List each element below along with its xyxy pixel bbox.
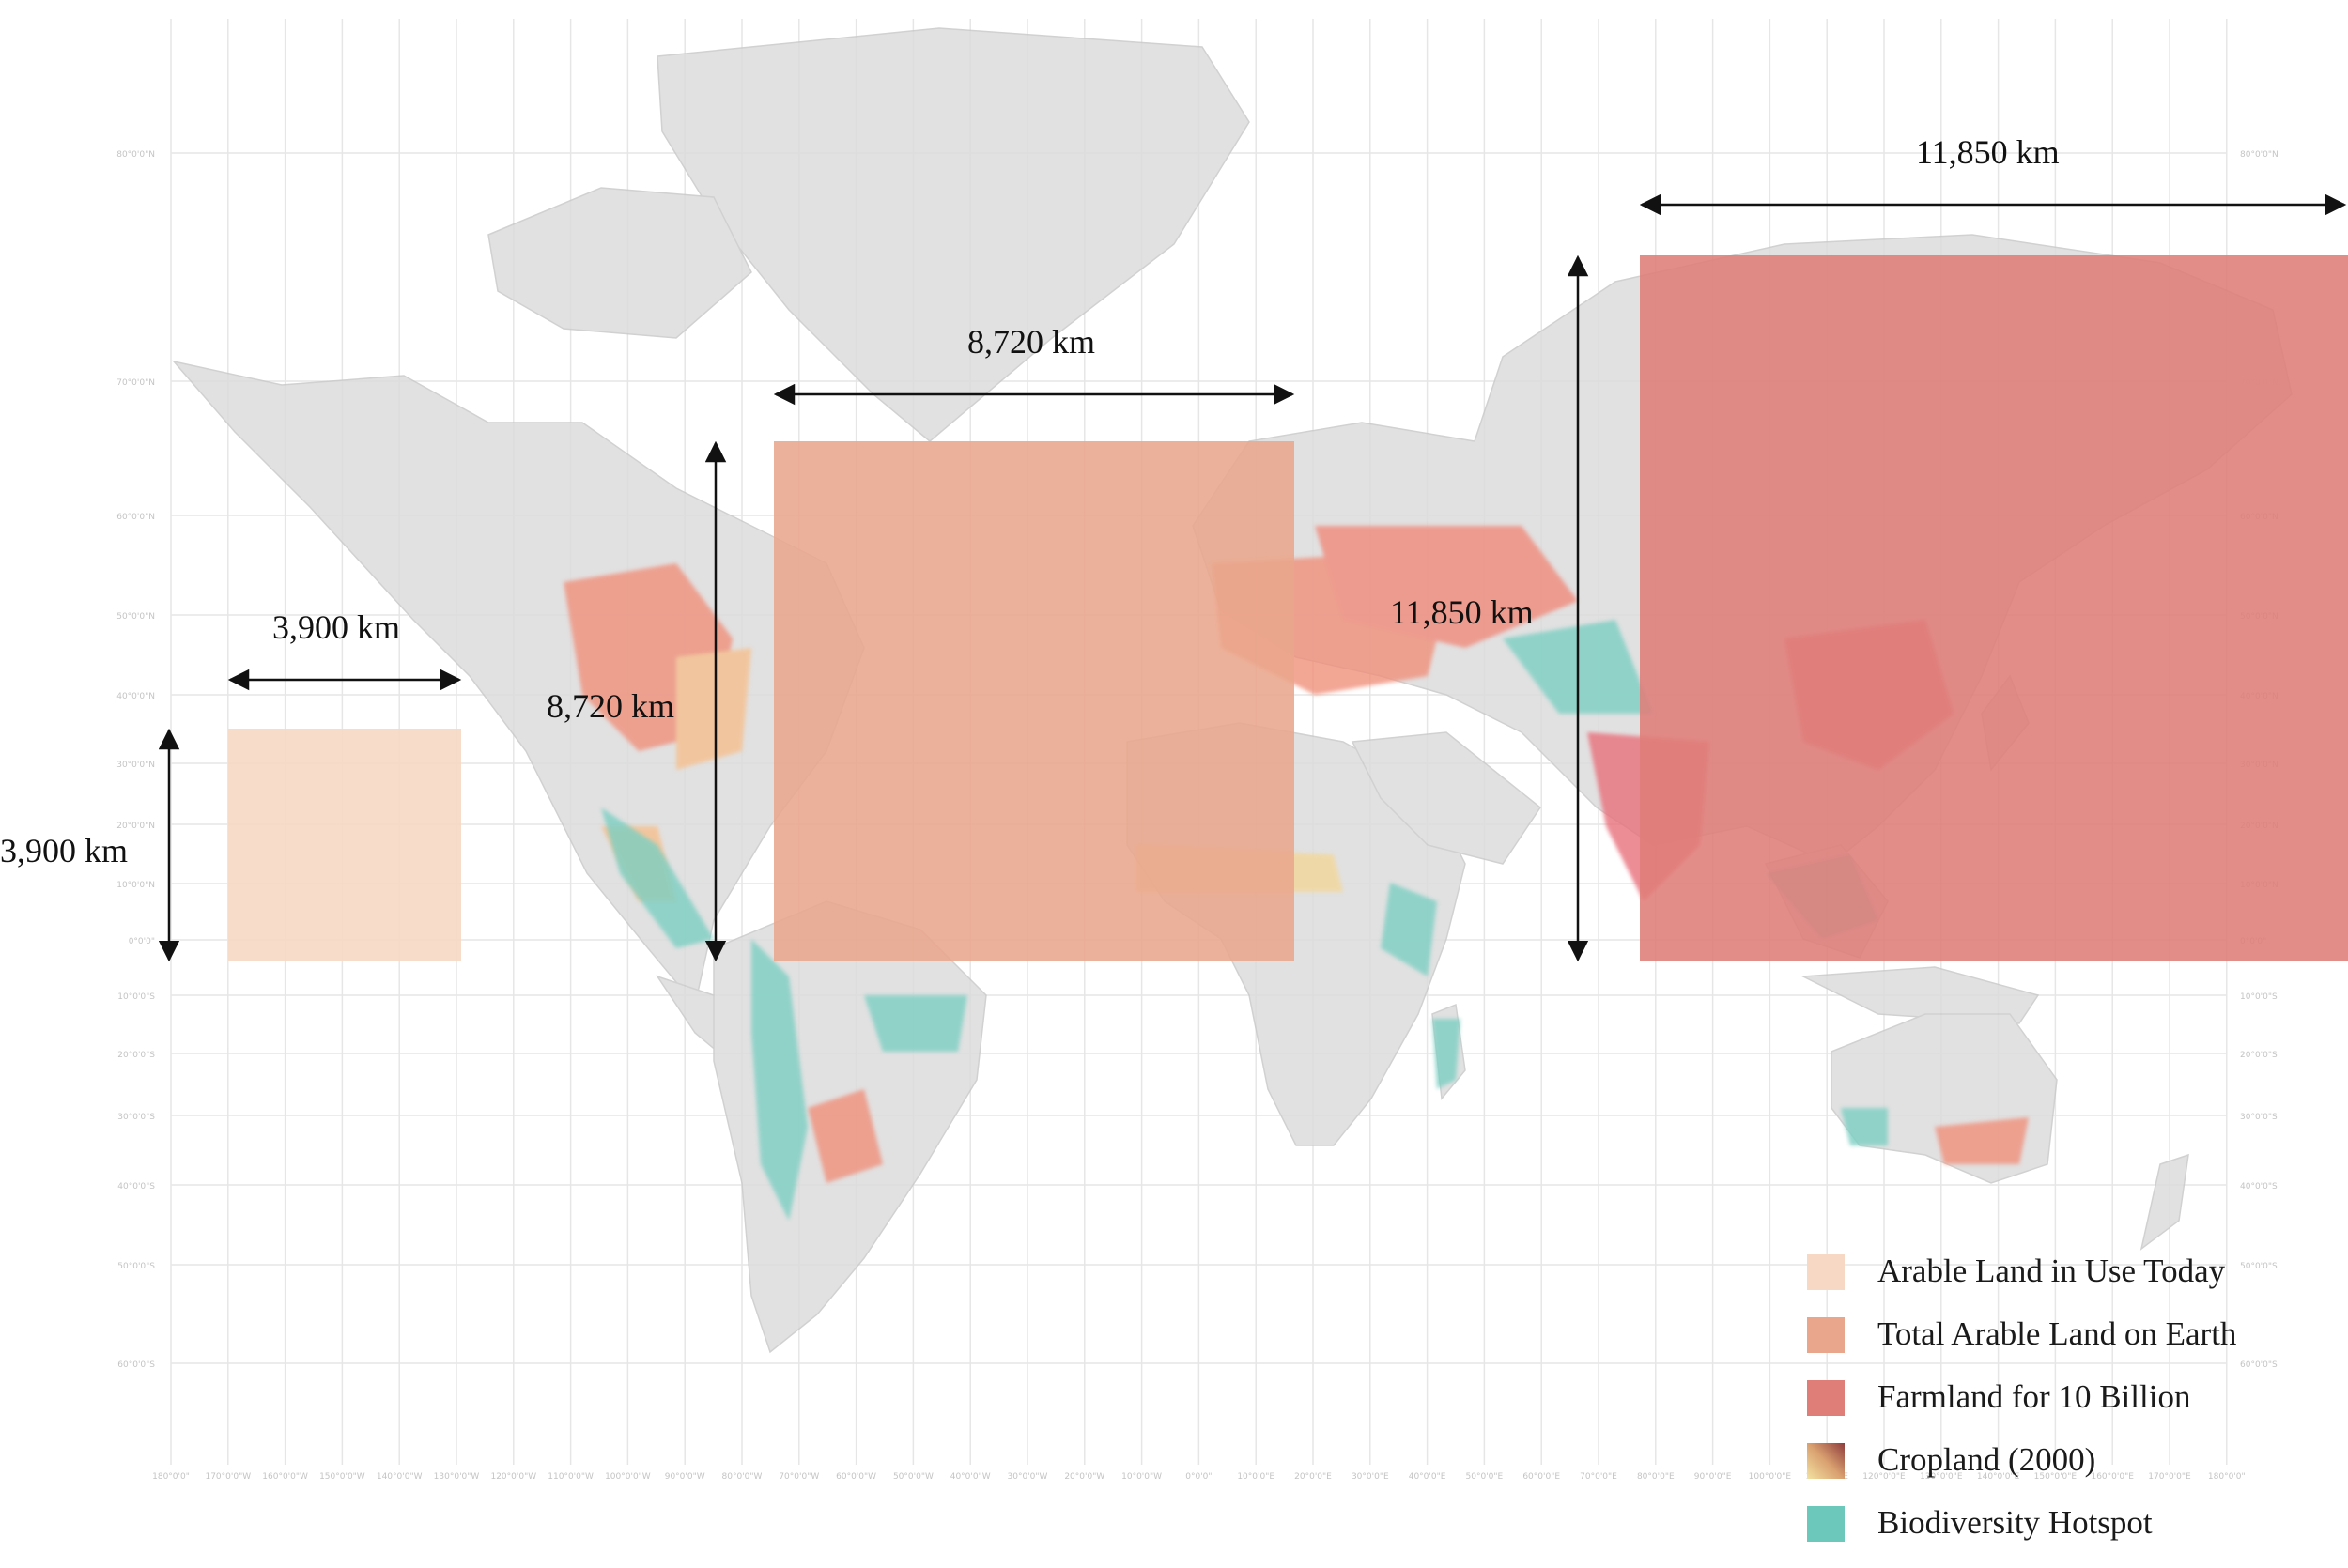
hotspot-madagascar (1432, 1019, 1460, 1089)
legend-label: Farmland for 10 Billion (1877, 1378, 2191, 1415)
latitude-label: 40°0'0"S (2240, 1182, 2278, 1191)
arable-today-width-label: 3,900 km (272, 608, 401, 646)
legend-swatch-gradient (1807, 1443, 1845, 1479)
legend-label: Total Arable Land on Earth (1877, 1315, 2237, 1352)
latitude-label: 60°0'0"S (117, 1360, 155, 1370)
longitude-label: 120°0'0"E (1862, 1472, 1906, 1482)
longitude-label: 140°0'0"E (1977, 1472, 2020, 1482)
longitude-label: 30°0'0"W (1008, 1472, 1048, 1482)
latitude-label: 40°0'0"N (116, 692, 155, 701)
latitude-label: 0°0'0" (129, 937, 155, 946)
longitude-label: 130°0'0"W (434, 1472, 480, 1482)
latitude-label: 50°0'0"N (116, 612, 155, 622)
legend-label: Cropland (2000) (1877, 1441, 2096, 1478)
farmland-10b-width-label: 11,850 km (1916, 133, 2060, 171)
latitude-label: 20°0'0"N (116, 822, 155, 831)
latitude-label: 80°0'0"N (2240, 150, 2278, 160)
longitude-label: 20°0'0"E (1294, 1472, 1332, 1482)
longitude-label: 50°0'0"E (1466, 1472, 1504, 1482)
legend-swatch (1807, 1506, 1845, 1542)
longitude-label: 110°0'0"W (548, 1472, 594, 1482)
latitude-label: 50°0'0"S (117, 1262, 155, 1271)
longitude-label: 120°0'0"W (490, 1472, 536, 1482)
hotspot-atlantic-forest (864, 995, 967, 1052)
arctic-islands-landmass (487, 187, 752, 339)
longitude-label: 10°0'0"E (1237, 1472, 1274, 1482)
longitude-labels: 180°0'0" 170°0'0"W 160°0'0"W 150°0'0"W 140°0… (152, 1472, 2246, 1482)
cropland-us-east (676, 648, 751, 770)
longitude-label: 40°0'0"W (950, 1472, 991, 1482)
longitude-label: 60°0'0"E (1522, 1472, 1560, 1482)
total-arable-width-label: 8,720 km (967, 323, 1096, 361)
longitude-label: 170°0'0"W (205, 1472, 251, 1482)
longitude-label: 160°0'0"W (262, 1472, 308, 1482)
total-arable-square (774, 441, 1294, 961)
longitude-label: 0°0'0" (1185, 1472, 1212, 1482)
latitude-label: 70°0'0"N (116, 378, 155, 388)
greenland-landmass (657, 27, 1250, 442)
hotspot-central-america (601, 807, 714, 948)
legend-label: Arable Land in Use Today (1877, 1253, 2226, 1289)
longitude-label: 30°0'0"E (1352, 1472, 1389, 1482)
latitude-label: 10°0'0"N (116, 881, 155, 890)
longitude-label: 10°0'0"W (1121, 1472, 1162, 1482)
latitude-label: 30°0'0"N (116, 761, 155, 770)
latitude-label: 30°0'0"S (117, 1113, 155, 1122)
latitude-label: 20°0'0"S (117, 1051, 155, 1060)
cropland-australia (1935, 1117, 2029, 1164)
hotspot-andes (751, 939, 808, 1221)
longitude-label: 70°0'0"E (1580, 1472, 1617, 1482)
hotspot-east-africa (1381, 883, 1437, 976)
longitude-label: 90°0'0"E (1694, 1472, 1732, 1482)
latitude-label: 60°0'0"S (2240, 1360, 2278, 1370)
total-arable-height-label: 8,720 km (547, 687, 675, 725)
latitude-label: 10°0'0"S (117, 992, 155, 1002)
longitude-label: 80°0'0"E (1637, 1472, 1675, 1482)
farmland-10b-height-label: 11,850 km (1390, 593, 1534, 631)
hotspot-southwest-australia (1841, 1108, 1888, 1145)
arabia-landmass (1351, 731, 1542, 865)
farmland-10b-square (1640, 255, 2348, 961)
legend-swatch (1807, 1254, 1845, 1290)
legend-label: Biodiversity Hotspot (1877, 1504, 2153, 1541)
latitude-label: 40°0'0"S (117, 1182, 155, 1191)
arable-today-square (228, 729, 461, 961)
north-america-landmass (171, 360, 865, 1007)
cropland-argentina (808, 1089, 883, 1183)
legend-swatch (1807, 1317, 1845, 1353)
longitude-label: 180°0'0" (2208, 1472, 2246, 1482)
arable-today-height-label: 3,900 km (0, 832, 129, 869)
latitude-label: 50°0'0"S (2240, 1262, 2278, 1271)
longitude-label: 90°0'0"W (665, 1472, 705, 1482)
latitude-label: 20°0'0"S (2240, 1051, 2278, 1060)
longitude-label: 50°0'0"W (893, 1472, 934, 1482)
latitude-label: 10°0'0"S (2240, 992, 2278, 1002)
longitude-label: 150°0'0"E (2034, 1472, 2078, 1482)
indonesia-landmass (1800, 966, 2040, 1024)
longitude-label: 140°0'0"W (377, 1472, 423, 1482)
longitude-label: 20°0'0"W (1064, 1472, 1104, 1482)
longitude-label: 70°0'0"W (779, 1472, 819, 1482)
latitude-label: 60°0'0"N (116, 513, 155, 522)
latitude-label: 80°0'0"N (116, 150, 155, 160)
longitude-label: 130°0'0"E (1920, 1472, 1963, 1482)
cropland-eastern-europe (1315, 526, 1578, 648)
longitude-label: 150°0'0"W (319, 1472, 365, 1482)
longitude-label: 40°0'0"E (1409, 1472, 1446, 1482)
longitude-label: 60°0'0"W (836, 1472, 876, 1482)
longitude-label: 170°0'0"E (2148, 1472, 2191, 1482)
longitude-label: 100°0'0"W (605, 1472, 651, 1482)
latitude-label: 30°0'0"S (2240, 1113, 2278, 1122)
longitude-label: 160°0'0"E (2091, 1472, 2134, 1482)
latitude-labels: 80°0'0"N80°0'0"N70°0'0"N70°0'0"N60°0'0"N… (116, 150, 2278, 1370)
longitude-label: 80°0'0"W (722, 1472, 763, 1482)
legend-swatch (1807, 1380, 1845, 1416)
longitude-label: 100°0'0"E (1749, 1472, 1792, 1482)
longitude-label: 180°0'0" (152, 1472, 190, 1482)
new-zealand-landmass (2139, 1153, 2189, 1251)
